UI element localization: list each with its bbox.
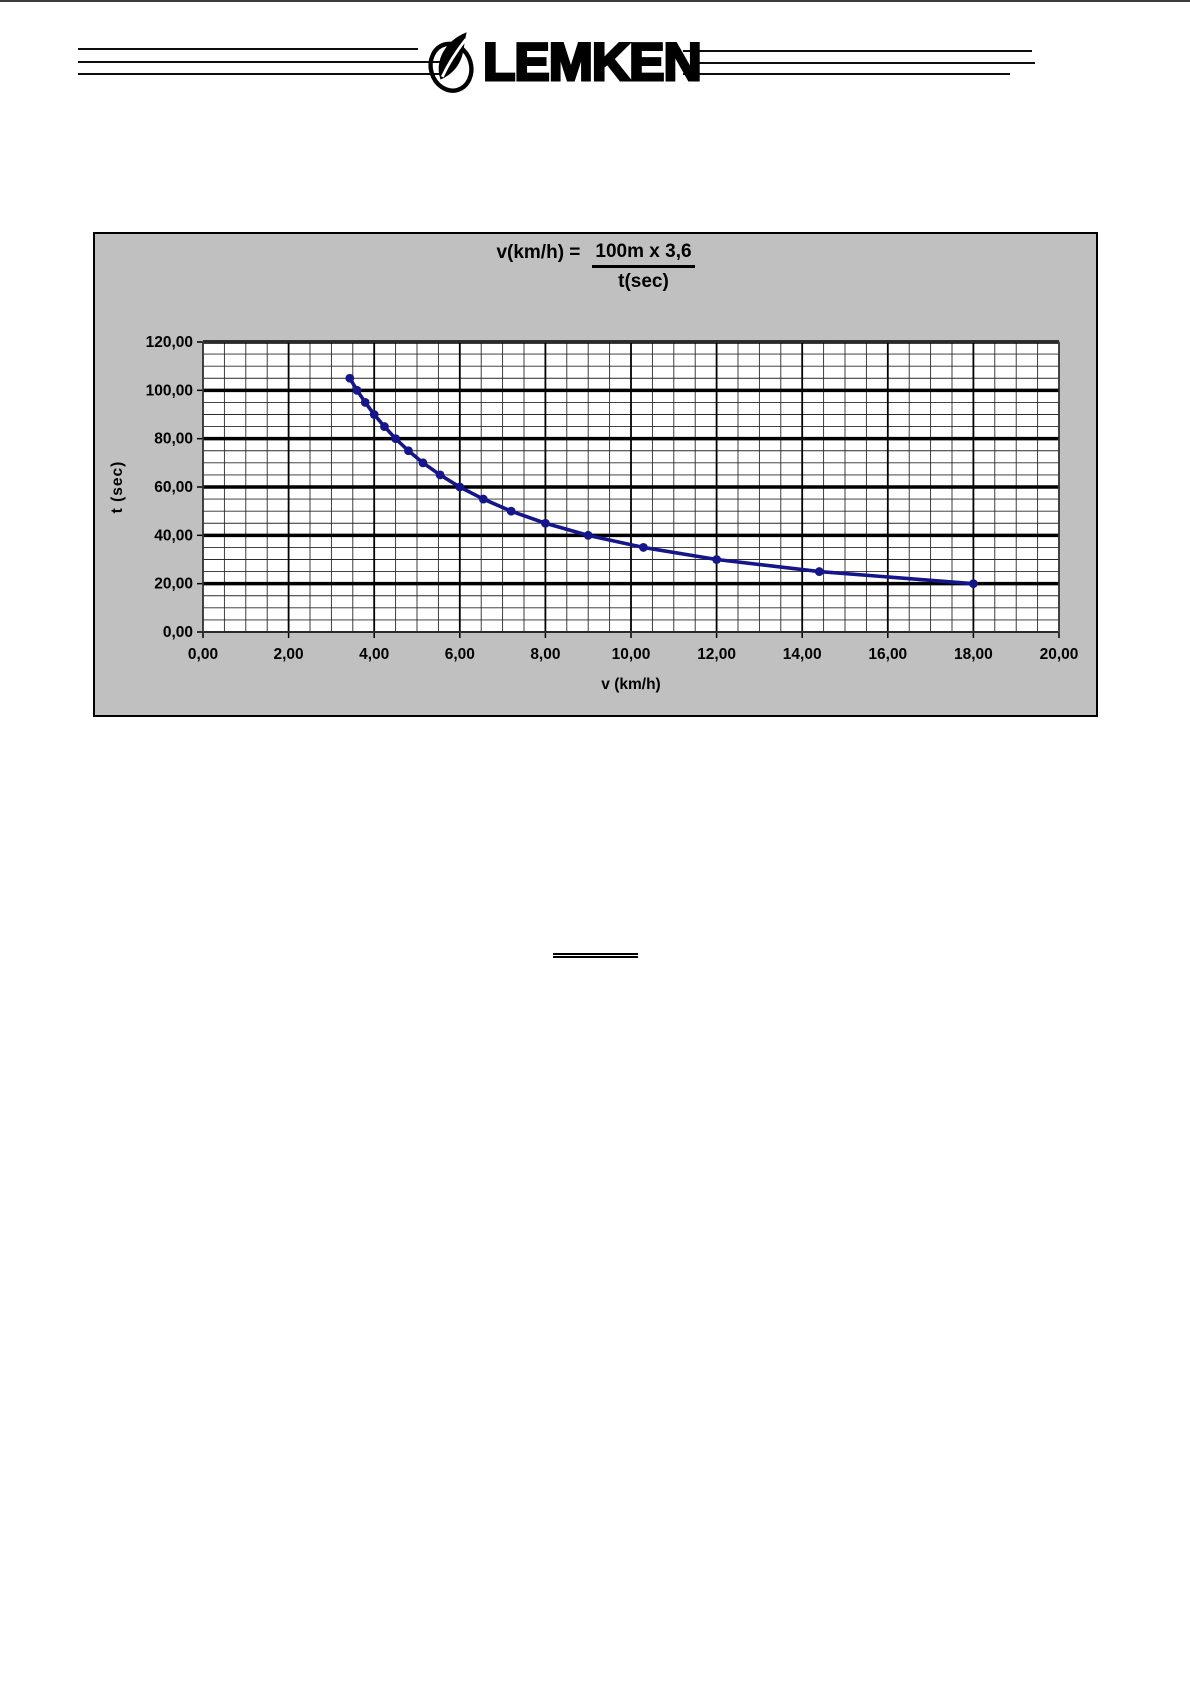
x-tick-label: 2,00	[274, 646, 304, 663]
data-point-marker	[583, 530, 593, 540]
x-tick-label: 10,00	[612, 646, 651, 663]
data-point-marker	[345, 373, 355, 383]
x-tick-label: 6,00	[445, 646, 475, 663]
y-tick-label: 60,00	[154, 479, 193, 496]
data-point-marker	[814, 567, 824, 576]
double-rule-separator	[553, 953, 638, 958]
data-point-marker	[380, 422, 389, 431]
chart-title: v(km/h) = 100m x 3,6 t(sec)	[95, 241, 1096, 293]
data-point-marker	[369, 410, 379, 419]
header-rule-left-2	[78, 61, 455, 63]
data-point-marker	[418, 458, 428, 468]
data-point-marker	[455, 482, 465, 492]
data-point-marker	[969, 579, 978, 589]
x-tick-label: 16,00	[868, 646, 907, 663]
scan-edge-artifact	[0, 0, 1190, 2]
plot-border	[202, 341, 1060, 633]
x-tick-label: 14,00	[783, 646, 822, 663]
data-point-marker	[478, 494, 488, 504]
x-tick-label: 12,00	[697, 646, 736, 663]
data-point-marker	[541, 518, 550, 528]
data-point-marker	[712, 555, 721, 564]
y-tick-label: 0,00	[163, 624, 193, 641]
chart-title-lhs: v(km/h) =	[496, 242, 581, 263]
chart-title-numerator: 100m x 3,6	[592, 241, 695, 268]
x-tick-label: 4,00	[359, 646, 389, 663]
x-axis-title: v (km/h)	[601, 676, 660, 693]
y-tick-label: 40,00	[154, 527, 193, 544]
header-rule-right-3	[683, 73, 1010, 75]
header-rule-right-1	[683, 50, 1032, 52]
y-axis-title: t (sec)	[109, 461, 126, 514]
chart-frame: v(km/h) = 100m x 3,6 t(sec) 0,00 2,00 4,00…	[93, 232, 1098, 717]
data-point-marker	[352, 385, 362, 395]
lemken-wordmark-wrap: LEMKEN	[483, 29, 708, 95]
lemken-wordmark: LEMKEN	[483, 33, 701, 92]
data-point-marker	[435, 470, 445, 480]
data-point-marker	[404, 446, 413, 456]
x-tick-label: 8,00	[530, 646, 560, 663]
lemken-leaf-icon	[423, 28, 479, 96]
data-point-marker	[639, 543, 648, 552]
data-point-marker	[391, 434, 400, 444]
lemken-logo: LEMKEN	[423, 28, 708, 96]
x-tick-label: 20,00	[1040, 646, 1079, 663]
chart-title-fraction: 100m x 3,6 t(sec)	[592, 241, 695, 293]
header-rule-right-2	[698, 62, 1035, 64]
header-rule-left-3	[78, 73, 445, 75]
x-tick-label: 0,00	[188, 646, 218, 663]
y-tick-label: 80,00	[154, 431, 193, 448]
plot-area: 0,00 2,00 4,00 6,00 8,00 10,00 12,00 14,00 16,00…	[109, 334, 1079, 693]
y-tick-label: 20,00	[154, 576, 193, 593]
chart-title-denominator: t(sec)	[618, 271, 669, 292]
header-rule-left-1	[78, 48, 418, 50]
y-tick-label: 120,00	[146, 334, 193, 351]
y-tick-label: 100,00	[146, 382, 193, 399]
x-tick-label: 18,00	[954, 646, 993, 663]
data-point-marker	[360, 398, 370, 407]
data-point-marker	[506, 506, 516, 516]
